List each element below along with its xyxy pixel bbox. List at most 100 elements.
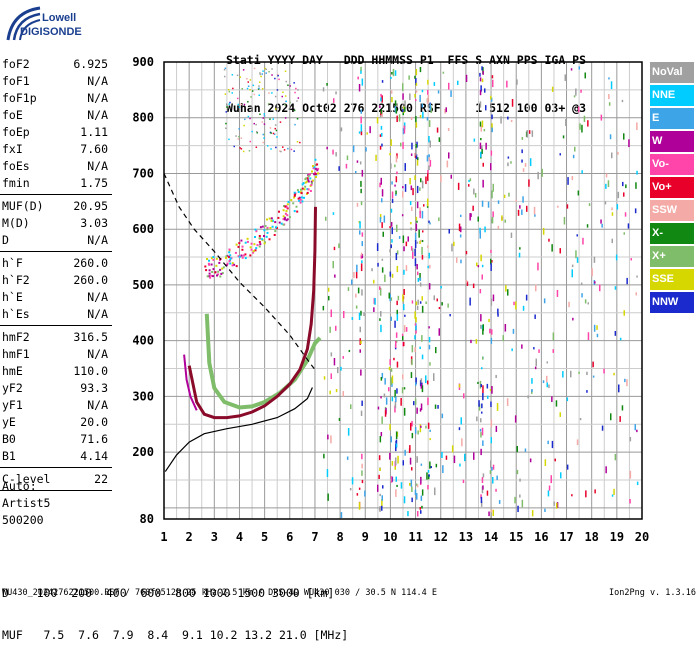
noise-echo — [490, 437, 492, 444]
noise-echo — [428, 220, 430, 224]
noise-echo — [278, 78, 280, 81]
noise-echo — [343, 311, 345, 319]
noise-echo — [479, 142, 482, 150]
param-value: N/A — [87, 108, 108, 122]
noise-echo — [256, 132, 258, 134]
noise-echo — [585, 490, 587, 498]
noise-echo — [388, 366, 391, 371]
noise-echo — [402, 460, 404, 466]
noise-echo — [411, 206, 413, 211]
noise-echo — [583, 115, 586, 122]
param-name: yF2 — [2, 381, 23, 395]
noise-echo — [361, 400, 363, 406]
param-separator — [0, 467, 112, 468]
noise-echo — [427, 470, 430, 473]
noise-echo — [261, 121, 264, 123]
param-row: h`F 260.0 — [0, 255, 112, 272]
echo-dot — [278, 221, 281, 224]
noise-echo — [421, 103, 424, 108]
param-value: 260.0 — [73, 273, 108, 287]
noise-echo — [483, 129, 486, 132]
noise-echo — [425, 425, 427, 429]
noise-echo — [359, 326, 361, 333]
noise-echo — [613, 488, 615, 495]
noise-echo — [469, 178, 472, 182]
echo-dot — [217, 270, 220, 273]
noise-echo — [479, 72, 481, 77]
echo-dot — [314, 172, 317, 174]
noise-echo — [258, 85, 260, 87]
param-row: foE N/A — [0, 107, 112, 124]
noise-echo — [551, 396, 553, 402]
noise-echo — [247, 81, 249, 83]
noise-echo — [326, 469, 329, 477]
noise-echo — [417, 511, 419, 517]
noise-echo — [437, 90, 440, 94]
noise-echo — [426, 472, 428, 480]
echo-dot — [255, 230, 258, 233]
noise-echo — [395, 476, 397, 482]
noise-echo — [636, 122, 638, 131]
noise-echo — [271, 92, 273, 94]
param-value: 20.95 — [73, 199, 108, 213]
noise-echo — [277, 73, 279, 76]
noise-echo — [491, 260, 493, 263]
noise-echo — [396, 361, 399, 368]
noise-echo — [225, 127, 227, 129]
noise-echo — [284, 95, 287, 97]
echo-dot — [297, 197, 300, 200]
echo-dot — [309, 190, 312, 192]
noise-echo — [340, 366, 342, 371]
noise-echo — [578, 66, 580, 70]
noise-echo — [623, 232, 625, 235]
noise-echo — [411, 486, 413, 493]
noise-echo — [531, 510, 534, 517]
noise-echo — [429, 160, 432, 167]
noise-echo — [335, 389, 338, 393]
noise-echo — [481, 325, 484, 330]
noise-echo — [469, 297, 471, 306]
noise-echo — [394, 466, 396, 470]
noise-echo — [394, 105, 397, 113]
noise-echo — [427, 397, 429, 406]
legend-item-nnw: NNW — [650, 292, 694, 313]
echo-dot — [237, 255, 240, 258]
auto-version: 500200 — [2, 513, 44, 527]
noise-echo — [363, 312, 365, 316]
noise-echo — [293, 150, 295, 152]
echo-dot — [299, 201, 302, 204]
param-value: N/A — [87, 290, 108, 304]
echo-dot — [240, 254, 243, 257]
noise-echo — [608, 94, 610, 100]
echo-dot — [222, 266, 225, 269]
noise-echo — [522, 168, 525, 172]
noise-echo — [326, 146, 328, 150]
noise-echo — [345, 163, 348, 169]
noise-echo — [521, 137, 524, 140]
file-info-footer: WU430_2024276221500.RSF / 760fx512h 25 k… — [2, 588, 437, 598]
echo-dot — [295, 205, 298, 208]
digisonde-logo: Lowell DIGISONDE — [4, 4, 104, 46]
noise-echo — [255, 146, 258, 148]
noise-echo — [397, 455, 399, 464]
noise-echo — [240, 103, 242, 106]
noise-echo — [421, 89, 424, 93]
echo-dot — [258, 235, 261, 237]
noise-echo — [428, 344, 431, 350]
noise-echo — [480, 384, 482, 388]
noise-echo — [355, 271, 358, 279]
noise-echo — [276, 89, 279, 91]
noise-echo — [414, 311, 416, 320]
param-value: 316.5 — [73, 330, 108, 344]
noise-echo — [242, 150, 245, 153]
noise-echo — [470, 213, 472, 218]
echo-dot — [228, 248, 231, 251]
param-name: foF2 — [2, 57, 30, 71]
noise-echo — [437, 405, 439, 409]
noise-echo — [398, 236, 401, 239]
noise-echo — [543, 298, 546, 304]
noise-echo — [634, 208, 637, 214]
noise-echo — [438, 217, 440, 222]
noise-echo — [269, 127, 272, 129]
echo-dot — [266, 231, 269, 234]
